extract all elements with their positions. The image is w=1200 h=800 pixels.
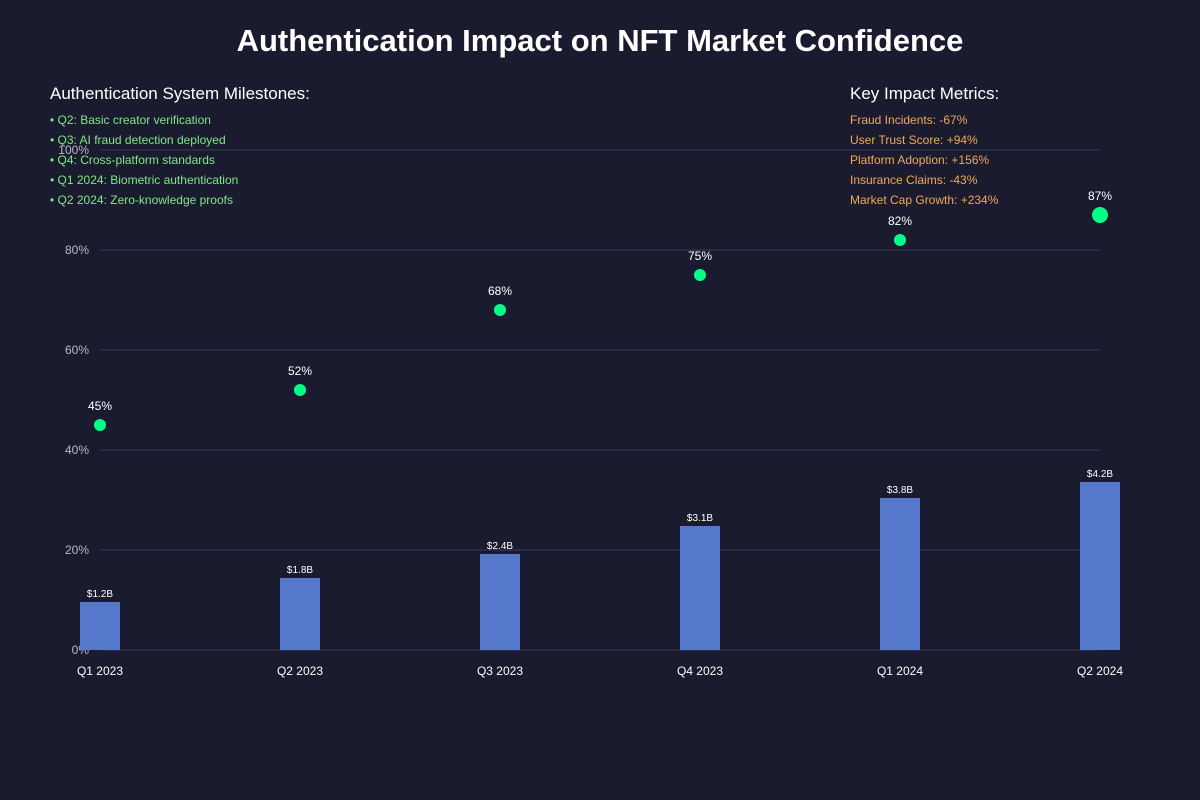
- milestone-item: • Q1 2024: Biometric authentication: [50, 173, 239, 187]
- milestones-heading: Authentication System Milestones:: [50, 84, 310, 103]
- bar-market-cap: [480, 554, 520, 650]
- bar-value-label: $2.4B: [487, 541, 513, 552]
- milestone-item: • Q3: AI fraud detection deployed: [50, 133, 226, 147]
- bar-market-cap: [1080, 482, 1120, 650]
- y-tick-label: 60%: [65, 343, 89, 357]
- bar-market-cap: [80, 602, 120, 650]
- confidence-point: [894, 234, 906, 246]
- x-tick-label: Q1 2023: [77, 664, 123, 678]
- confidence-value-label: 82%: [888, 214, 912, 228]
- x-tick-label: Q1 2024: [877, 664, 923, 678]
- bar-value-label: $1.2B: [87, 589, 113, 600]
- confidence-value-label: 45%: [88, 399, 112, 413]
- confidence-point: [694, 269, 706, 281]
- confidence-point: [94, 419, 106, 431]
- x-tick-label: Q3 2023: [477, 664, 523, 678]
- milestones-panel: Authentication System Milestones: • Q2: …: [50, 84, 310, 210]
- confidence-value-label: 75%: [688, 249, 712, 263]
- confidence-value-label: 68%: [488, 284, 512, 298]
- y-tick-label: 20%: [65, 543, 89, 557]
- y-tick-label: 80%: [65, 243, 89, 257]
- x-tick-label: Q2 2023: [277, 664, 323, 678]
- confidence-value-label: 87%: [1088, 189, 1112, 203]
- metric-item: Insurance Claims: -43%: [850, 173, 978, 187]
- bar-value-label: $3.1B: [687, 513, 713, 524]
- x-tick-label: Q2 2024: [1077, 664, 1123, 678]
- confidence-point: [1092, 207, 1108, 223]
- y-tick-label: 100%: [58, 143, 89, 157]
- bar-value-label: $4.2B: [1087, 469, 1113, 480]
- bar-market-cap: [680, 526, 720, 650]
- bar-market-cap: [280, 578, 320, 650]
- milestone-item: • Q4: Cross-platform standards: [50, 153, 215, 167]
- bar-value-label: $1.8B: [287, 565, 313, 576]
- confidence-point: [494, 304, 506, 316]
- metrics-panel: Key Impact Metrics: Fraud Incidents: -67…: [850, 84, 999, 210]
- confidence-point: [294, 384, 306, 396]
- confidence-value-label: 52%: [288, 364, 312, 378]
- bar-market-cap: [880, 498, 920, 650]
- metric-item: Market Cap Growth: +234%: [850, 193, 999, 207]
- y-tick-label: 40%: [65, 443, 89, 457]
- bar-value-label: $3.8B: [887, 485, 913, 496]
- x-tick-label: Q4 2023: [677, 664, 723, 678]
- metrics-heading: Key Impact Metrics:: [850, 84, 1000, 103]
- metric-item: Fraud Incidents: -67%: [850, 113, 968, 127]
- milestone-item: • Q2: Basic creator verification: [50, 113, 211, 127]
- metric-item: Platform Adoption: +156%: [850, 153, 990, 167]
- metric-item: User Trust Score: +94%: [850, 133, 978, 147]
- milestone-item: • Q2 2024: Zero-knowledge proofs: [50, 193, 233, 207]
- chart-title: Authentication Impact on NFT Market Conf…: [237, 23, 964, 58]
